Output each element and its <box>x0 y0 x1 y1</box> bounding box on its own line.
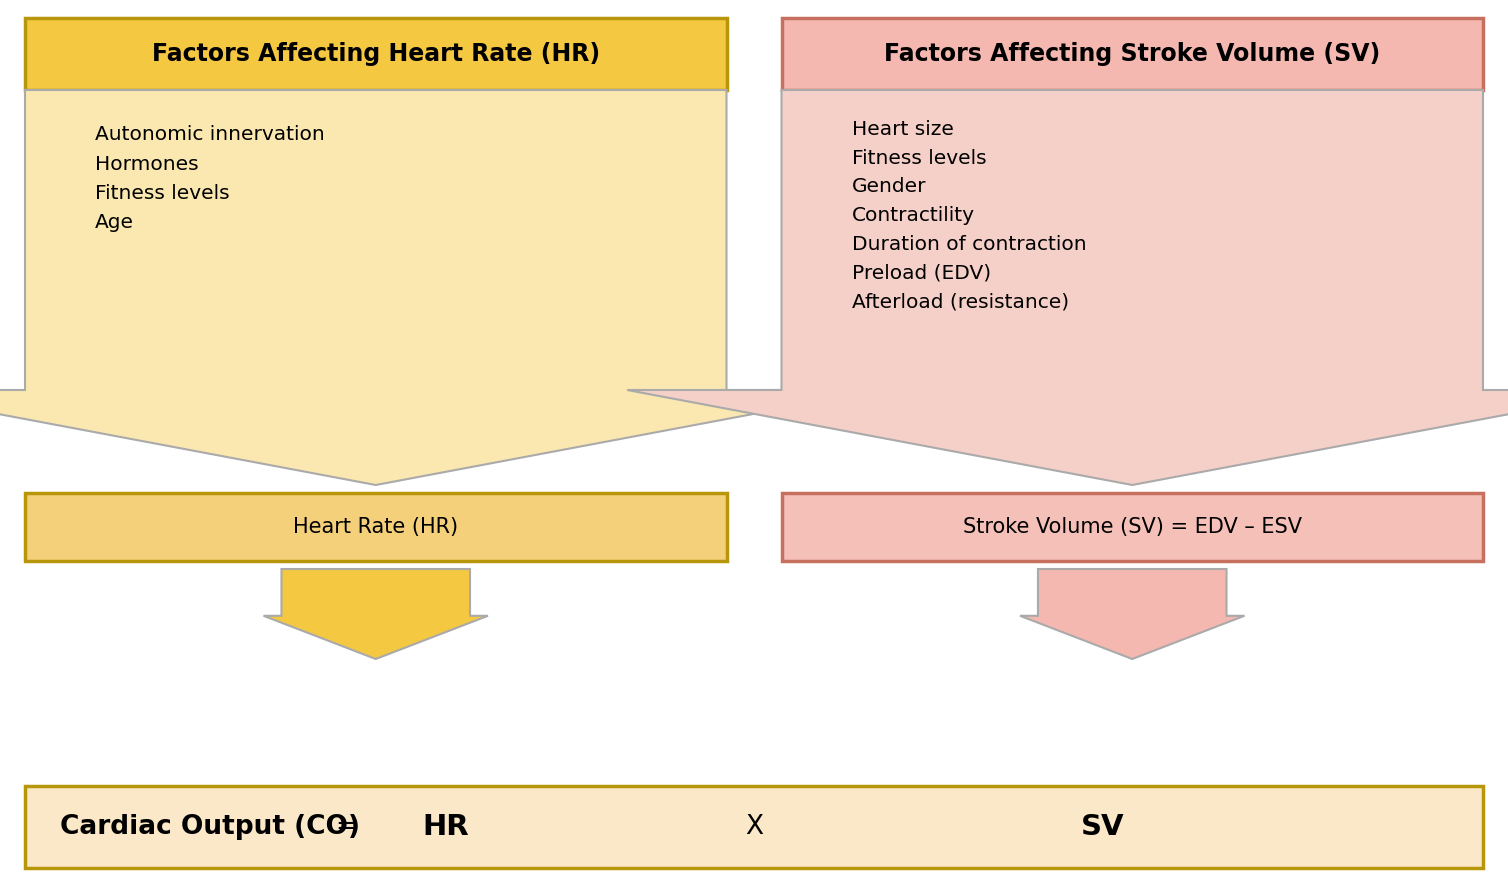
Text: =: = <box>335 814 357 840</box>
Text: SV: SV <box>1081 813 1123 841</box>
Text: Heart size
Fitness levels
Gender
Contractility
Duration of contraction
Preload (: Heart size Fitness levels Gender Contrac… <box>852 120 1086 312</box>
Text: Autonomic innervation
Hormones
Fitness levels
Age: Autonomic innervation Hormones Fitness l… <box>95 125 324 232</box>
Bar <box>26 493 727 561</box>
Text: HR: HR <box>422 813 469 841</box>
Polygon shape <box>264 569 489 659</box>
Text: Cardiac Output (CO): Cardiac Output (CO) <box>60 814 360 840</box>
Bar <box>26 18 727 90</box>
Text: Stroke Volume (SV) = EDV – ESV: Stroke Volume (SV) = EDV – ESV <box>962 517 1301 537</box>
Polygon shape <box>0 90 881 485</box>
Text: Factors Affecting Heart Rate (HR): Factors Affecting Heart Rate (HR) <box>152 42 600 66</box>
Text: Heart Rate (HR): Heart Rate (HR) <box>293 517 458 537</box>
Bar <box>781 493 1482 561</box>
Polygon shape <box>627 90 1508 485</box>
Text: X: X <box>745 814 763 840</box>
Polygon shape <box>1019 569 1244 659</box>
Text: Factors Affecting Stroke Volume (SV): Factors Affecting Stroke Volume (SV) <box>884 42 1380 66</box>
Bar <box>26 786 1482 868</box>
Bar <box>781 18 1482 90</box>
